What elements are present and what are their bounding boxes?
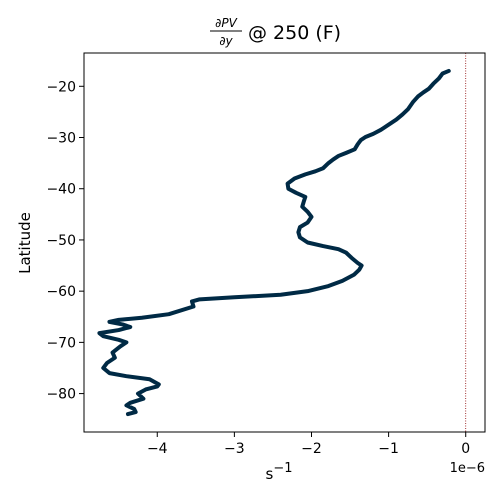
x-tick-label: −1 [378,441,399,457]
y-tick-label: −30 [46,131,76,147]
x-axis-label-base: s [266,465,274,483]
x-tick-label: −2 [301,441,322,457]
chart-title: ∂PV ∂y @ 250 (F) [210,16,341,48]
title-denominator: ∂y [219,34,233,48]
series-line-0 [97,68,451,417]
title-numerator: ∂PV [215,16,237,30]
y-tick-label: −70 [46,335,76,351]
title-suffix: @ 250 (F) [248,22,341,44]
y-tick-label: −80 [46,387,76,403]
y-tick-label: −50 [46,233,76,249]
y-axis-label: Latitude [16,212,34,274]
x-axis-label: s−1 [266,461,293,483]
tick-layer: −4 −3 −2 −1 0 −20 −30 −40 −50 −60 −70 −80 [46,79,470,457]
y-tick-label: −60 [46,284,76,300]
x-tick-label: −4 [147,441,168,457]
y-tick-label: −20 [46,79,76,95]
y-tick-label: −40 [46,182,76,198]
x-tick-label: −3 [224,441,245,457]
plot-area [97,53,467,432]
x-axis-label-exponent: −1 [273,461,292,476]
x-axis-offset-text: 1e−6 [450,461,485,476]
axes-frame [83,52,486,433]
x-tick-label: 0 [461,441,470,457]
